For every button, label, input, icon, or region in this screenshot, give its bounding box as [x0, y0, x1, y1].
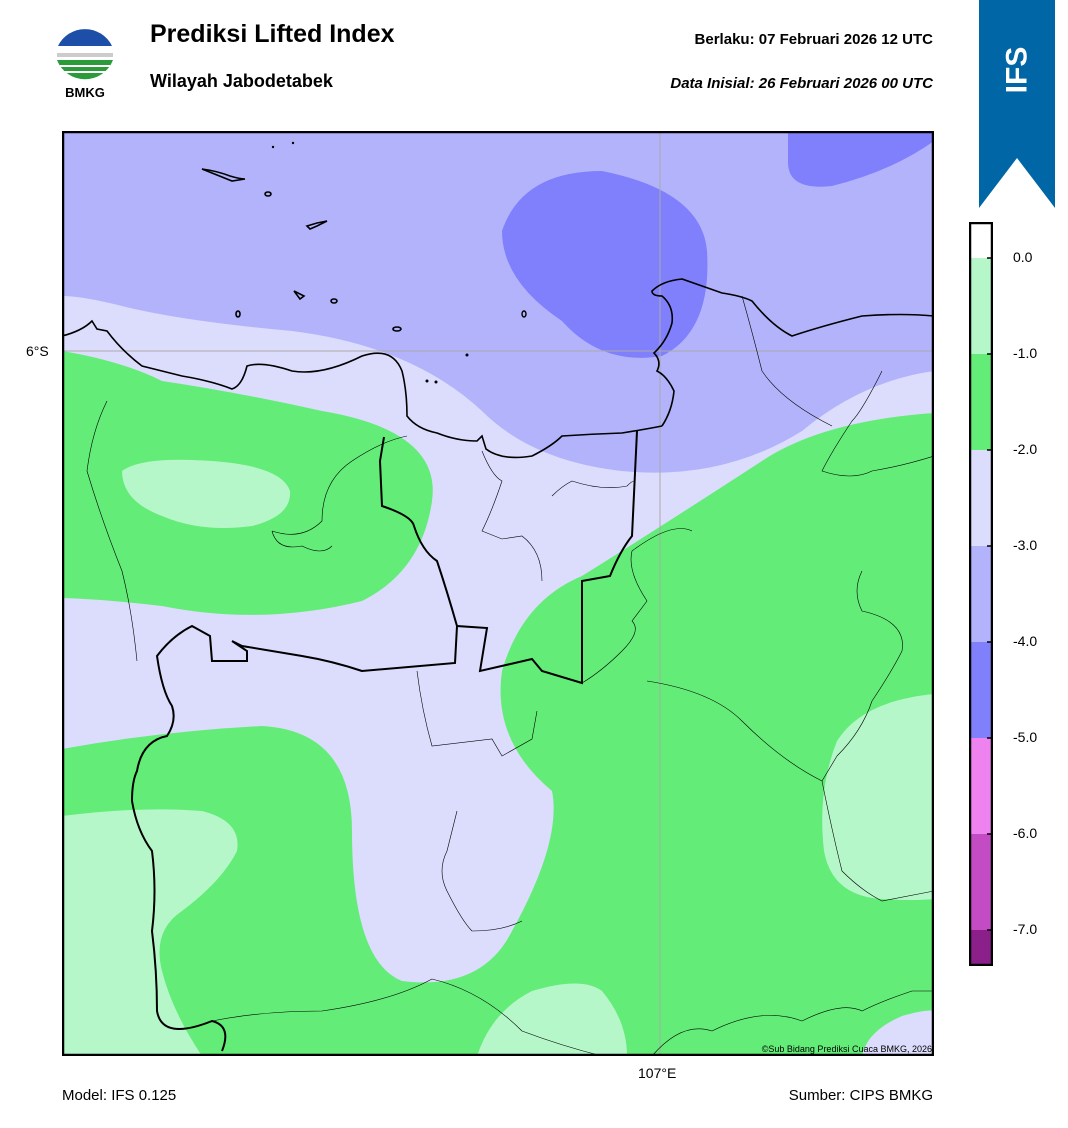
island — [271, 145, 275, 149]
island — [392, 326, 402, 332]
regency-boundary — [86, 400, 138, 662]
regency-boundary — [821, 370, 934, 477]
colorbar-segment — [969, 930, 993, 966]
island — [521, 310, 527, 318]
map-frame — [62, 131, 934, 1056]
regency-boundary — [651, 990, 934, 1056]
page-title: Prediksi Lifted Index — [150, 20, 395, 48]
ifs-badge-icon — [979, 0, 1055, 208]
regency-boundary — [646, 570, 903, 782]
colorbar-segment — [969, 834, 993, 930]
model-label: Model: IFS 0.125 — [62, 1087, 177, 1104]
lat-label: 6°S — [26, 343, 49, 359]
zone-lightgreen-east — [822, 694, 934, 900]
colorbar-tick-label: -6.0 — [1013, 825, 1038, 841]
zone-lightgreen-south — [477, 983, 627, 1056]
valid-time: Berlaku: 07 Februari 2026 12 UTC — [694, 31, 933, 48]
colorbar-tick-label: -4.0 — [1013, 633, 1038, 649]
colorbar-segment — [969, 738, 993, 834]
colorbar-tick-label: -5.0 — [1013, 729, 1038, 745]
logo-text: BMKG — [65, 85, 105, 100]
island — [264, 191, 272, 197]
zone-lightgreen-west — [122, 459, 291, 529]
lon-label: 107°E — [638, 1065, 677, 1081]
colorbar-tick-label: -3.0 — [1013, 537, 1038, 553]
init-time: Data Inisial: 26 Februari 2026 00 UTC — [670, 75, 933, 92]
regency-boundary — [481, 450, 543, 582]
coastline-east — [651, 278, 934, 427]
colorbar-segment — [969, 354, 993, 450]
colorbar-segment — [969, 258, 993, 354]
island — [305, 220, 328, 230]
source-label: Sumber: CIPS BMKG — [788, 1087, 933, 1104]
regency-boundary — [416, 670, 538, 757]
colorbar-tick-label: 0.0 — [1013, 249, 1033, 265]
regency-boundary — [271, 530, 333, 552]
map-credit: ©Sub Bidang Prediksi Cuaca BMKG, 2026 — [761, 1044, 932, 1054]
coastline-west — [62, 319, 663, 459]
regency-boundary — [441, 810, 523, 932]
island — [201, 168, 246, 182]
regency-boundary — [551, 480, 635, 497]
colorbar-tick-label: -1.0 — [1013, 345, 1038, 361]
colorbar — [969, 222, 993, 966]
zone-lavender-corner — [862, 1010, 934, 1056]
page-subtitle: Wilayah Jabodetabek — [150, 71, 333, 91]
regency-boundary — [271, 435, 408, 535]
colorbar-frame — [969, 222, 993, 966]
bmkg-logo-icon — [55, 26, 115, 86]
colorbar-segment — [969, 642, 993, 738]
zone-green-south — [62, 413, 934, 1056]
zone-lightgreen-southwest — [62, 809, 238, 1056]
island — [465, 353, 469, 357]
island — [434, 380, 438, 384]
island — [330, 298, 338, 304]
lifted-index-map — [62, 131, 934, 1056]
regency-boundary — [821, 780, 934, 902]
island — [291, 141, 295, 145]
colorbar-extension — [969, 222, 993, 258]
zone-blue-top-right — [787, 131, 934, 187]
zone-lavender — [62, 131, 934, 473]
colorbar-segment — [969, 546, 993, 642]
province-boundary — [130, 624, 458, 1052]
ifs-badge-label: IFS — [999, 46, 1033, 94]
regency-boundary — [211, 978, 603, 1056]
regency-boundary — [581, 528, 693, 684]
colorbar-segment — [969, 450, 993, 546]
colorbar-tick-label: -2.0 — [1013, 441, 1038, 457]
regency-boundary — [741, 295, 833, 427]
colorbar-tick-label: -7.0 — [1013, 921, 1038, 937]
zone-blue-center — [502, 171, 708, 358]
province-boundary — [378, 430, 638, 685]
island — [235, 310, 241, 318]
island — [425, 379, 429, 383]
island — [293, 290, 306, 301]
